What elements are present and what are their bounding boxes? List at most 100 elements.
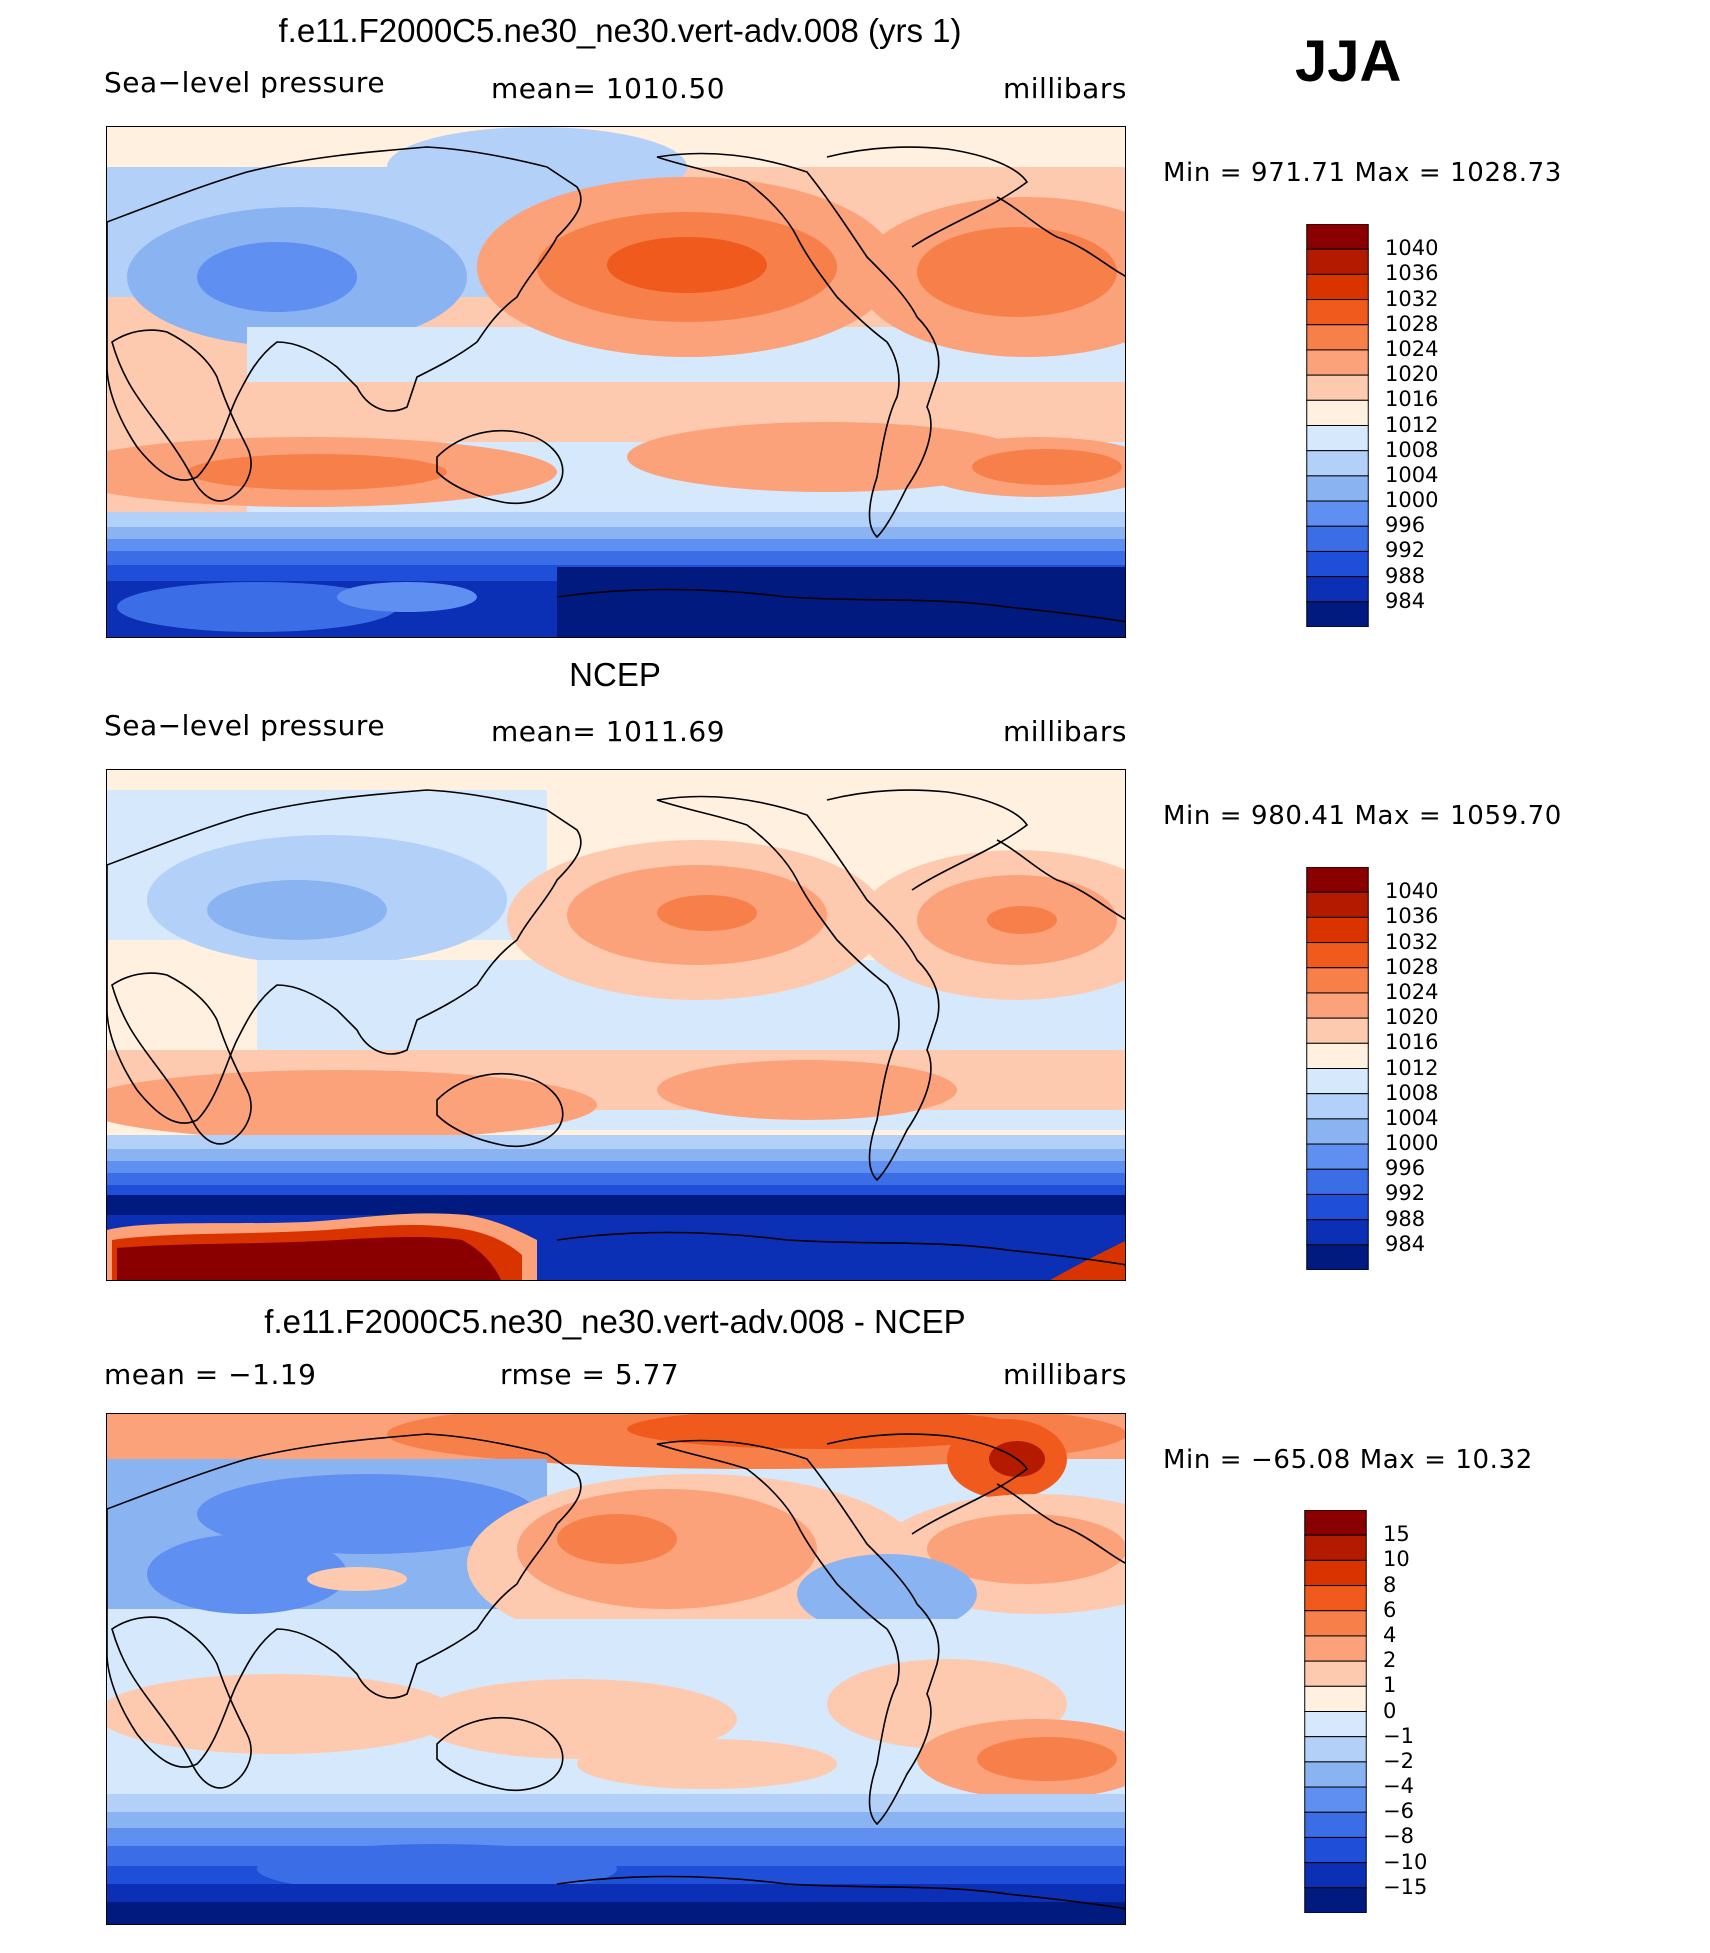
colorbar-tick-label: 15 <box>1383 1522 1410 1547</box>
panel-1-variable-label: Sea−level pressure <box>104 66 386 99</box>
colorbar-swatch <box>1306 299 1369 326</box>
colorbar-swatch <box>1306 273 1369 301</box>
panel-2-colorbar-svg <box>1306 866 1369 1271</box>
colorbar-tick-label: 1020 <box>1385 1005 1439 1030</box>
colorbar-swatch <box>1306 399 1369 426</box>
colorbar-tick-label: 996 <box>1385 1156 1426 1181</box>
colorbar-swatch <box>1306 525 1369 552</box>
panel-3-map <box>106 1413 1126 1925</box>
colorbar-tick-label: 1000 <box>1385 488 1439 513</box>
panel-1-colorbar-svg <box>1306 223 1369 628</box>
panel-2-minmax-label: Min = 980.41 Max = 1059.70 <box>1163 801 1562 831</box>
colorbar-tick-label: 1032 <box>1385 286 1439 311</box>
colorbar-swatch <box>1306 1143 1369 1170</box>
colorbar-swatch <box>1306 1042 1369 1069</box>
colorbar-tick-label: 992 <box>1385 538 1426 563</box>
colorbar-swatch <box>1306 891 1369 918</box>
pressure-field <box>107 127 1125 637</box>
colorbar-tick-label: 992 <box>1385 1181 1426 1206</box>
colorbar-tick-label: 1028 <box>1385 954 1439 979</box>
colorbar-swatch <box>1306 1093 1369 1120</box>
colorbar-tick-label: 6 <box>1383 1597 1397 1622</box>
colorbar-tick-label: 1008 <box>1385 437 1439 462</box>
panel-1-colorbar <box>1306 223 1369 628</box>
colorbar-tick-label: 1036 <box>1385 261 1439 286</box>
panel-1-map <box>106 126 1126 638</box>
colorbar-swatch <box>1306 1219 1369 1246</box>
colorbar-swatch <box>1306 601 1369 628</box>
colorbar-swatch <box>1306 916 1369 944</box>
colorbar-swatch <box>1304 1811 1367 1838</box>
colorbar-swatch <box>1304 1585 1367 1612</box>
colorbar-tick-label: 1000 <box>1385 1131 1439 1156</box>
colorbar-tick-label: 10 <box>1383 1547 1410 1572</box>
panel-3-colorbar <box>1304 1509 1367 1914</box>
colorbar-tick-label: −6 <box>1383 1799 1414 1824</box>
panel-2-variable-label: Sea−level pressure <box>104 709 386 742</box>
colorbar-tick-label: −15 <box>1383 1874 1428 1899</box>
colorbar-tick-label: 1024 <box>1385 979 1439 1004</box>
colorbar-swatch <box>1306 223 1369 250</box>
colorbar-swatch <box>1306 248 1369 275</box>
colorbar-swatch <box>1306 967 1369 994</box>
colorbar-tick-label: 1016 <box>1385 387 1439 412</box>
colorbar-swatch <box>1306 1193 1369 1221</box>
coastlines <box>107 1433 1125 1910</box>
colorbar-swatch <box>1304 1761 1367 1788</box>
panel-3-title: f.e11.F2000C5.ne30_ne30.vert-adv.008 - N… <box>264 1303 966 1340</box>
colorbar-tick-label: 1040 <box>1385 879 1439 904</box>
colorbar-tick-label: 1004 <box>1385 462 1439 487</box>
colorbar-swatch <box>1304 1786 1367 1813</box>
panel-2-units-label: millibars <box>1003 715 1127 748</box>
colorbar-swatch <box>1306 475 1369 502</box>
colorbar-tick-label: 1004 <box>1385 1105 1439 1130</box>
colorbar-swatch <box>1304 1610 1367 1637</box>
pressure-field <box>107 790 1125 1280</box>
colorbar-tick-label: 1 <box>1383 1673 1397 1698</box>
panel-2-map <box>106 769 1126 1281</box>
colorbar-tick-label: 1012 <box>1385 412 1439 437</box>
colorbar-swatch <box>1306 349 1369 376</box>
panel-3-rmse-label: rmse = 5.77 <box>500 1358 680 1391</box>
colorbar-swatch <box>1304 1836 1367 1864</box>
colorbar-tick-label: 1016 <box>1385 1030 1439 1055</box>
colorbar-swatch <box>1306 942 1369 969</box>
colorbar-swatch <box>1304 1887 1367 1914</box>
colorbar-tick-label: −2 <box>1383 1748 1414 1773</box>
panel-2-mean-label: mean= 1011.69 <box>491 715 726 748</box>
panel-3-mean-label: mean = −1.19 <box>104 1358 317 1391</box>
coastlines <box>107 789 1125 1266</box>
colorbar-swatch <box>1306 1068 1369 1095</box>
colorbar-swatch <box>1304 1509 1367 1536</box>
colorbar-tick-label: 4 <box>1383 1622 1397 1647</box>
colorbar-tick-label: −8 <box>1383 1824 1414 1849</box>
panel-1-minmax-label: Min = 971.71 Max = 1028.73 <box>1163 158 1562 188</box>
panel-2-title: NCEP <box>569 656 661 693</box>
panel-3-minmax-label: Min = −65.08 Max = 10.32 <box>1163 1445 1533 1475</box>
panel-1-mean-label: mean= 1010.50 <box>491 72 726 105</box>
season-label: JJA <box>1295 29 1402 94</box>
colorbar-swatch <box>1304 1862 1367 1889</box>
colorbar-swatch <box>1306 992 1369 1019</box>
colorbar-swatch <box>1306 374 1369 401</box>
coastlines <box>107 146 1125 623</box>
colorbar-swatch <box>1304 1660 1367 1687</box>
colorbar-tick-label: −10 <box>1383 1849 1428 1874</box>
colorbar-tick-label: 2 <box>1383 1648 1397 1673</box>
colorbar-tick-label: 0 <box>1383 1698 1397 1723</box>
colorbar-swatch <box>1306 576 1369 603</box>
colorbar-swatch <box>1306 866 1369 893</box>
panel-3-units-label: millibars <box>1003 1358 1127 1391</box>
colorbar-swatch <box>1306 1244 1369 1271</box>
colorbar-tick-label: 1008 <box>1385 1080 1439 1105</box>
panel-1-title: f.e11.F2000C5.ne30_ne30.vert-adv.008 (yr… <box>278 12 962 49</box>
colorbar-swatch <box>1306 1118 1369 1145</box>
colorbar-swatch <box>1306 425 1369 452</box>
colorbar-tick-label: 988 <box>1385 563 1426 588</box>
colorbar-swatch <box>1306 1168 1369 1195</box>
colorbar-tick-label: 1028 <box>1385 311 1439 336</box>
colorbar-swatch <box>1306 324 1369 351</box>
panel-2-colorbar <box>1306 866 1369 1271</box>
colorbar-tick-label: −1 <box>1383 1723 1414 1748</box>
colorbar-swatch <box>1304 1534 1367 1561</box>
